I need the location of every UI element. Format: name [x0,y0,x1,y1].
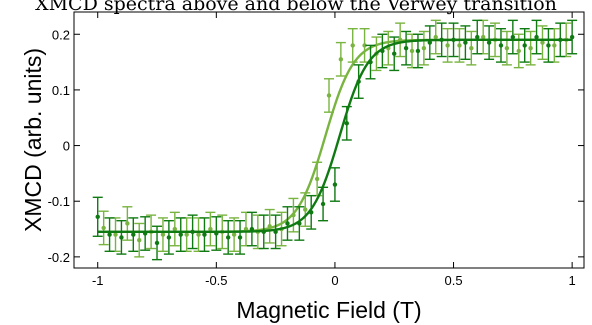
data-point [184,232,189,237]
data-point [231,232,237,237]
data-point [433,34,438,40]
data-point [196,232,201,237]
data-point [320,201,326,207]
data-point [95,214,100,219]
data-point [368,59,373,65]
data-point [303,207,308,212]
plot-area [92,19,578,261]
data-point [261,229,266,235]
data-point [534,34,539,40]
data-point [392,51,397,56]
data-point [516,48,521,54]
data-point [214,231,219,236]
y-tick-label: 0.1 [52,83,70,98]
data-point [314,176,320,182]
y-axis-title: XMCD (arb. units) [20,48,46,232]
data-point [338,57,344,62]
x-tick-label: -0.5 [205,273,227,288]
data-point [427,40,433,45]
data-point [113,232,118,237]
data-point [326,93,332,98]
x-tick-label: 0 [331,273,338,288]
data-point [397,37,403,43]
data-point [190,229,195,235]
data-point [498,43,504,48]
data-point [415,48,421,54]
data-point [350,43,355,48]
data-point [344,121,349,126]
data-point [409,48,415,54]
y-axis-ticks: -0.2 -0.1 0 0.1 0.2 [48,27,584,265]
x-tick-label: -1 [92,273,104,288]
data-point [540,40,545,45]
data-point [285,221,290,226]
data-point [154,240,160,246]
data-point [107,232,112,237]
fit-curve [97,38,573,234]
x-axis-ticks: -1 -0.5 0 0.5 1 [92,12,576,288]
data-point [237,235,243,240]
data-point [309,210,314,215]
data-point [101,225,106,231]
data-point [267,224,272,229]
data-point [119,235,124,240]
data-point [172,226,178,232]
y-tick-label: -0.2 [48,250,70,265]
data-point [243,226,249,232]
data-point [463,40,468,45]
data-point [504,45,510,51]
data-point [445,43,450,48]
data-point [166,235,172,240]
data-point [125,221,130,226]
figure-caption: XMCD spectra above and below the Verwey … [35,0,557,15]
data-point [249,226,255,232]
data-point [552,43,557,48]
data-point [178,232,183,237]
data-point [225,235,231,240]
y-tick-label: 0 [63,139,70,154]
data-point [486,40,492,45]
data-point [362,43,367,48]
data-point [546,43,551,48]
data-point [451,37,456,43]
plot-frame [73,11,585,269]
data-point [558,37,563,43]
data-point [469,45,474,51]
data-point [142,231,148,236]
x-tick-label: 1 [569,273,576,288]
data-point [569,34,575,40]
data-point [457,43,462,48]
y-tick-label: 0.2 [52,27,70,42]
data-point [380,48,385,54]
data-point [137,237,142,243]
data-point [480,34,486,40]
x-axis-title: Magnetic Field (T) [236,297,421,323]
series-0 [92,19,578,261]
data-point [297,221,302,226]
data-point [439,37,444,43]
data-point [332,182,338,187]
data-point [510,34,516,40]
data-point [131,232,136,237]
data-point [273,229,278,235]
data-point [475,34,480,40]
data-point [522,43,527,48]
data-point [528,45,533,51]
data-point [421,45,427,51]
x-tick-label: 0.5 [444,273,462,288]
data-point [202,232,207,237]
data-point [208,226,213,232]
data-point [291,212,296,218]
data-point [403,45,409,51]
fit-curve [97,38,573,234]
y-tick-label: -0.1 [48,194,70,209]
data-point [160,232,166,237]
data-point [356,79,361,84]
